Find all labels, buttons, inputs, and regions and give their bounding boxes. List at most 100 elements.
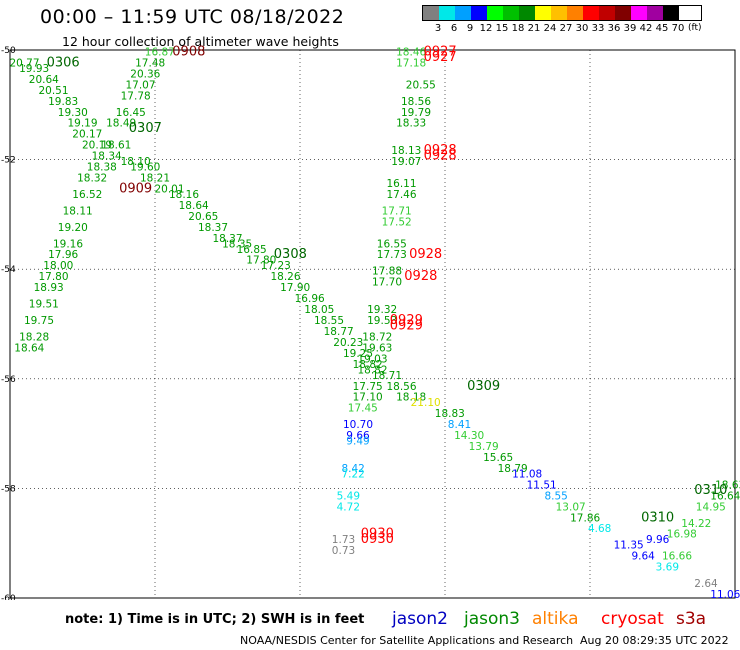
- pass-time-label: 0929: [390, 313, 423, 328]
- data-point: 19.53: [367, 315, 397, 327]
- data-point: 20.01: [154, 183, 184, 195]
- colorbar-label: 3: [434, 23, 442, 34]
- data-point: 20.64: [29, 74, 59, 86]
- data-point: 19.75: [24, 315, 54, 327]
- data-point: 20.65: [188, 211, 218, 223]
- colorbar-swatch: [615, 6, 631, 20]
- data-point: 17.10: [353, 392, 383, 404]
- colorbar-label: 30: [575, 23, 589, 34]
- data-point: 14.95: [696, 501, 726, 513]
- colorbar-swatch: [471, 6, 487, 20]
- data-point: 20.19: [82, 140, 112, 152]
- data-point: 18.18: [396, 392, 426, 404]
- data-point: 18.46: [396, 46, 426, 58]
- data-point: 19.63: [362, 342, 392, 354]
- colorbar-label: 6: [450, 23, 458, 34]
- colorbar-swatch: [551, 6, 567, 20]
- page-title: 00:00 – 11:59 UTC 08/18/2022: [40, 6, 345, 28]
- plot-frame: [9, 49, 736, 599]
- data-point: 18.28: [19, 331, 49, 343]
- colorbar-legend: 3 6 9 12 15 18 21 24 27 30 33 36 39 42 45 70 (ft): [422, 5, 702, 34]
- data-point: 19.93: [19, 63, 49, 75]
- pass-time-label: 0928: [424, 149, 457, 164]
- data-point: 8.55: [544, 490, 567, 502]
- data-point: 14.22: [681, 518, 711, 530]
- data-point: 19.79: [401, 107, 431, 119]
- data-point: 18.82: [353, 359, 383, 371]
- colorbar-label: 70: [671, 23, 685, 34]
- mission-jason3: jason3: [464, 609, 520, 629]
- colorbar-swatch: [583, 6, 599, 20]
- data-point: 19.60: [130, 162, 160, 174]
- data-point: 18.35: [222, 238, 252, 250]
- data-point: 16.11: [386, 178, 416, 190]
- data-point: 17.70: [372, 277, 402, 289]
- data-point: 19.83: [48, 96, 78, 108]
- data-point: 18.63: [715, 479, 740, 491]
- colorbar-label: 45: [655, 23, 669, 34]
- data-point: 17.73: [377, 249, 407, 261]
- colorbar-swatch: [487, 6, 503, 20]
- pass-time-label: 0308: [274, 247, 307, 262]
- colorbar-label: 24: [543, 23, 557, 34]
- data-point: 17.23: [261, 260, 291, 272]
- colorbar-label: 36: [607, 23, 621, 34]
- data-point: 19.19: [67, 118, 97, 130]
- data-point: 18.55: [314, 315, 344, 327]
- data-point: 17.86: [570, 512, 600, 524]
- data-point: 8.41: [448, 419, 471, 431]
- colorbar-swatch: [439, 6, 455, 20]
- data-point: 16.52: [72, 189, 102, 201]
- data-point: 16.87: [145, 46, 175, 58]
- mission-cryosat: cryosat: [601, 609, 664, 629]
- data-point: 18.37: [198, 222, 228, 234]
- data-point: 18.64: [14, 342, 44, 354]
- data-point: 17.80: [38, 271, 68, 283]
- data-point: 18.37: [212, 233, 242, 245]
- data-point: 17.88: [372, 266, 402, 278]
- footer-note: note: 1) Time is in UTC; 2) SWH is in fe…: [65, 612, 365, 627]
- data-point: 11.06: [710, 589, 740, 600]
- data-point: 8.42: [341, 463, 364, 475]
- colorbar-label: 33: [591, 23, 605, 34]
- data-point: 20.77: [9, 57, 39, 69]
- pass-time-label: 0309: [467, 379, 500, 394]
- data-point: 18.61: [101, 140, 131, 152]
- colorbar-labels: 3 6 9 12 15 18 21 24 27 30 33 36 39 42 45 70 (ft): [430, 23, 702, 34]
- pass-time-label: 0307: [129, 121, 162, 136]
- pass-time-label: 0928: [424, 143, 457, 158]
- data-point: 18.26: [270, 271, 300, 283]
- data-point: 4.72: [337, 501, 360, 513]
- data-point: 18.56: [401, 96, 431, 108]
- page-subtitle: 12 hour collection of altimeter wave hei…: [62, 34, 339, 49]
- data-point: 16.55: [377, 238, 407, 250]
- pass-time-label: 0930: [361, 532, 394, 547]
- colorbar-label: 42: [639, 23, 653, 34]
- data-point: 17.45: [348, 403, 378, 415]
- pass-time-label: 0310: [641, 510, 674, 525]
- data-point: 11.08: [512, 468, 542, 480]
- data-point: 17.75: [353, 381, 383, 393]
- data-point: 18.71: [372, 370, 402, 382]
- data-point: 17.07: [125, 79, 155, 91]
- y-tick-label: -60: [1, 594, 16, 600]
- data-point: 17.52: [382, 216, 412, 228]
- data-point: 19.30: [58, 107, 88, 119]
- mission-s3a: s3a: [676, 609, 707, 629]
- colorbar-label: 21: [527, 23, 541, 34]
- data-point: 11.35: [614, 540, 644, 552]
- data-point: 14.30: [454, 430, 484, 442]
- data-point: 16.98: [667, 529, 697, 541]
- pass-time-label: 0927: [424, 44, 457, 59]
- data-point: 20.17: [72, 129, 102, 141]
- pass-time-label: 0306: [47, 55, 80, 70]
- data-point: 18.13: [391, 145, 421, 157]
- data-point: 11.51: [527, 479, 557, 491]
- pass-time-label: 0929: [390, 318, 423, 333]
- colorbar-swatch: [423, 6, 439, 20]
- colorbar-swatch: [535, 6, 551, 20]
- mission-altika: altika: [532, 609, 579, 629]
- pass-time-label: 0928: [409, 247, 442, 262]
- data-point: 18.56: [386, 381, 416, 393]
- data-point: 1.73: [332, 534, 355, 546]
